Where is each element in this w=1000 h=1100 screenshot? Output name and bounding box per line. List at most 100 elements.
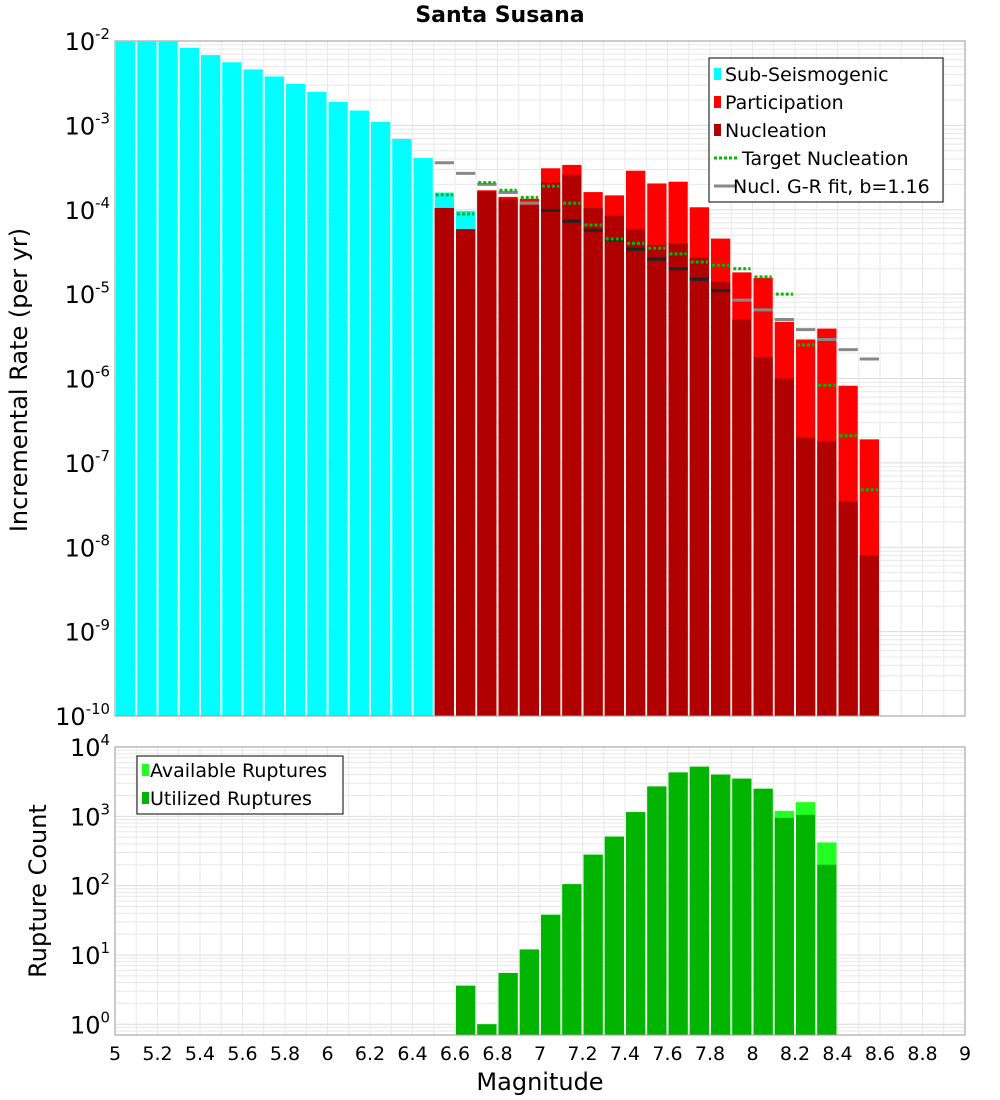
bottom-y-axis-label: Rupture Count [24, 804, 52, 978]
bottom-y-tick-label: 104 [70, 731, 110, 762]
nucleation-bar [519, 205, 539, 717]
sub-seismogenic-bar [328, 101, 348, 716]
nucleation-bar [626, 229, 646, 717]
x-tick-label: 7.6 [652, 1043, 682, 1065]
chart-title: Santa Susana [415, 3, 584, 28]
utilized-ruptures-bar [817, 864, 837, 1035]
top-y-tick-label: 10-4 [65, 194, 110, 225]
x-tick-label: 5 [109, 1043, 121, 1065]
top-legend-swatch [714, 124, 721, 136]
top-y-tick-label: 10-8 [65, 531, 110, 562]
utilized-ruptures-bar [711, 774, 731, 1035]
sub-seismogenic-bar [137, 41, 157, 717]
x-tick-label: 8.2 [780, 1043, 810, 1065]
utilized-ruptures-bar [519, 949, 539, 1035]
nucleation-bar [541, 182, 561, 716]
nucleation-bar [711, 281, 731, 716]
bottom-y-tick-label: 100 [70, 1008, 110, 1039]
sub-seismogenic-bar [179, 47, 199, 717]
top-legend-box [708, 57, 944, 203]
nucleation-bar [859, 555, 879, 716]
top-plot: 10-10 10-9 10-8 10-7 10-6 10-5 10-4 10-3 10-2 Sub… [55, 25, 966, 731]
nucleation-bar [604, 215, 624, 717]
nucleation-bar [817, 441, 837, 716]
top-legend-label: Target Nucleation [741, 148, 909, 170]
nucleation-bar [753, 356, 773, 716]
sub-seismogenic-bar [243, 69, 263, 716]
nucleation-bar [477, 191, 497, 717]
utilized-ruptures-bar [753, 788, 773, 1035]
utilized-ruptures-bar [732, 778, 752, 1035]
sub-seismogenic-bar [222, 62, 242, 716]
x-tick-label: 9 [959, 1043, 971, 1065]
top-y-tick-label: 10-7 [65, 447, 110, 478]
utilized-ruptures-bar [668, 772, 688, 1035]
sub-seismogenic-bar [201, 55, 221, 716]
nucleation-bar [498, 198, 518, 717]
nucleation-bar [647, 245, 667, 717]
top-legend-swatch [714, 68, 721, 80]
utilized-ruptures-bar [498, 972, 518, 1035]
bottom-legend-swatch [142, 764, 149, 776]
x-tick-label: 7 [534, 1043, 546, 1065]
bottom-y-tick-label: 103 [70, 801, 110, 832]
sub-seismogenic-bar [413, 158, 433, 716]
utilized-ruptures-bar [689, 766, 709, 1035]
x-tick-label: 5.2 [142, 1043, 172, 1065]
top-legend-label: Sub-Seismogenic [725, 64, 889, 86]
x-tick-label: 6.8 [482, 1043, 512, 1065]
sub-seismogenic-bar [158, 41, 178, 717]
top-y-axis-label: Incremental Rate (per yr) [5, 228, 33, 532]
nucleation-bar [434, 207, 454, 716]
x-tick-label: 5.4 [185, 1043, 215, 1065]
utilized-ruptures-bar [647, 786, 667, 1035]
utilized-ruptures-bar [604, 836, 624, 1035]
sub-seismogenic-bar [392, 138, 412, 716]
top-y-tick-label: 10-6 [65, 363, 110, 394]
x-tick-label: 5.6 [227, 1043, 257, 1065]
top-plot-border [114, 40, 966, 717]
top-y-tick-label: 10-2 [65, 25, 110, 56]
utilized-ruptures-bar [583, 854, 603, 1035]
top-legend-label: Nucl. G-R fit, b=1.16 [733, 176, 930, 198]
top-y-tick-label: 10-5 [65, 278, 110, 309]
bottom-plot-border [114, 746, 966, 1036]
sub-seismogenic-bar [371, 121, 391, 716]
utilized-ruptures-bar [774, 817, 794, 1035]
top-y-tick-label: 10-10 [55, 700, 110, 731]
bottom-legend-label: Available Ruptures [150, 760, 327, 782]
utilized-ruptures-bar [456, 985, 476, 1035]
x-tick-label: 8.6 [865, 1043, 895, 1065]
nucleation-bar [689, 257, 709, 716]
x-tick-label: 6.4 [397, 1043, 427, 1065]
x-tick-label: 5.8 [270, 1043, 300, 1065]
nucleation-bar [732, 319, 752, 716]
sub-seismogenic-bar [286, 83, 306, 716]
x-axis-label: Magnitude [476, 1068, 603, 1096]
top-legend-swatch [714, 96, 721, 108]
utilized-ruptures-bar [626, 812, 646, 1035]
nucleation-bar [838, 501, 858, 716]
top-legend-label: Participation [725, 92, 844, 114]
sub-seismogenic-bar [349, 110, 369, 716]
x-tick-label: 7.2 [567, 1043, 597, 1065]
top-y-tick-label: 10-3 [65, 110, 110, 141]
utilized-ruptures-bar [541, 914, 561, 1035]
bottom-y-tick-label: 101 [70, 939, 110, 970]
bottom-legend-swatch [142, 792, 149, 804]
nucleation-bar [562, 174, 582, 716]
nucleation-bar [456, 229, 476, 717]
x-tick-label: 7.4 [610, 1043, 640, 1065]
nucleation-bar [774, 378, 794, 716]
sub-seismogenic-bar [264, 76, 284, 717]
x-tick-label: 8.8 [907, 1043, 937, 1065]
utilized-ruptures-bar [477, 1024, 497, 1035]
bottom-legend-box [136, 755, 344, 815]
x-tick-label: 6 [321, 1043, 333, 1065]
x-tick-label: 8 [746, 1043, 758, 1065]
nucleation-bar [583, 207, 603, 716]
sub-seismogenic-bar [116, 41, 136, 717]
utilized-ruptures-bar [796, 814, 816, 1035]
